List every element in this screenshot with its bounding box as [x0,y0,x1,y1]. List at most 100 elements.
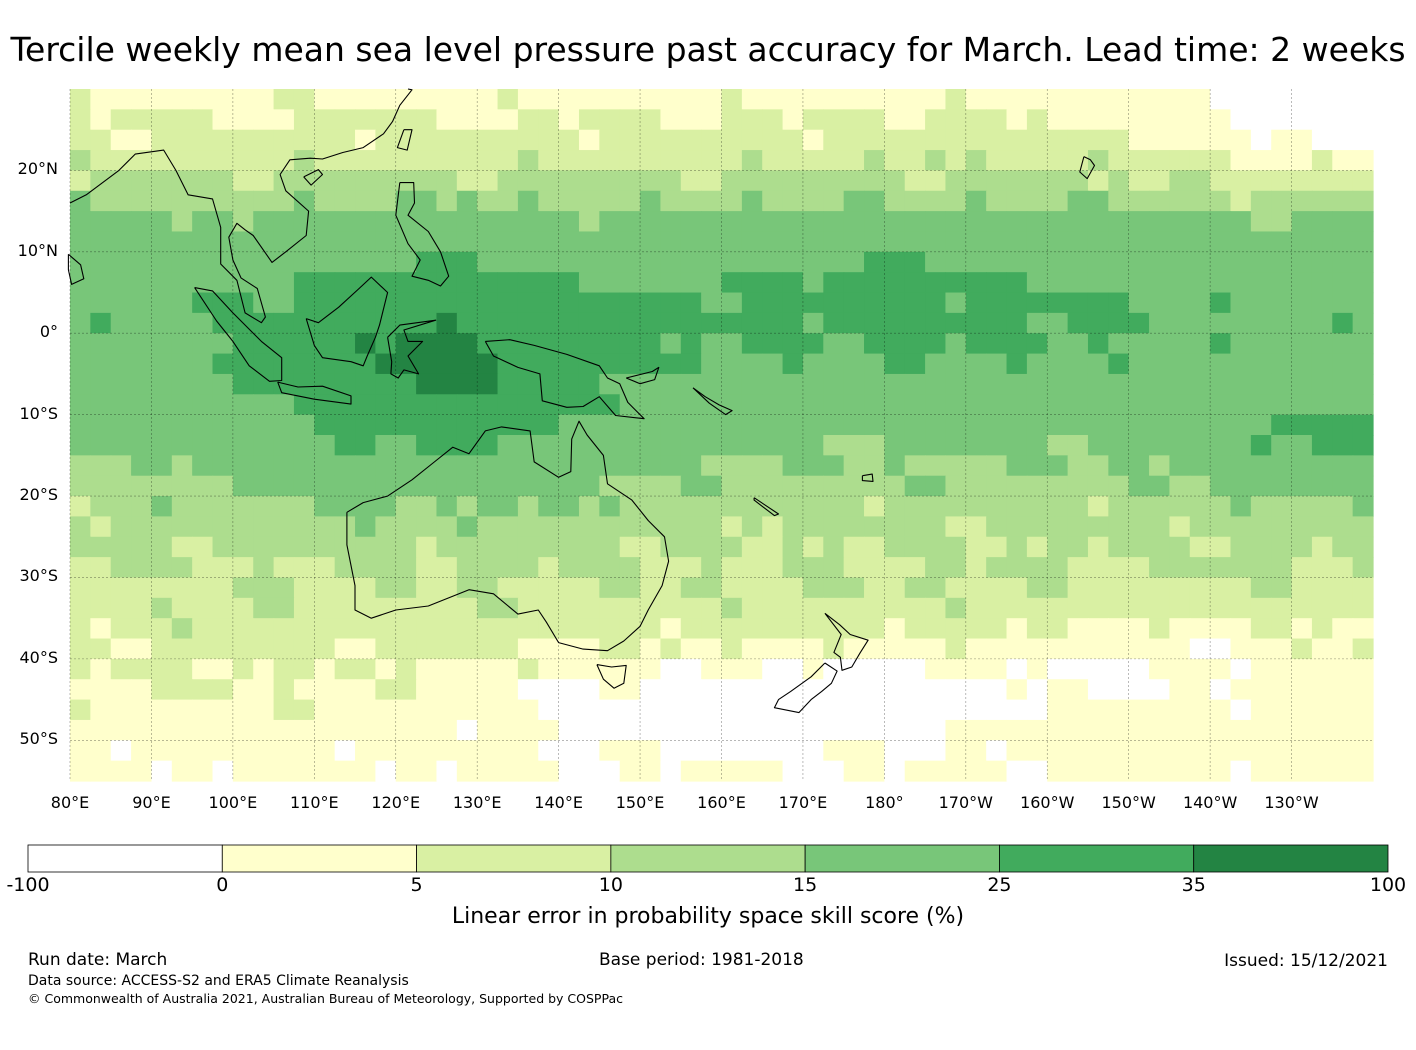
skill-cell [1189,150,1211,172]
skill-cell [355,231,376,253]
skill-cell [232,190,254,212]
skill-cell [1352,353,1374,375]
skill-cell [1271,292,1293,314]
latitude-label: 30°S [19,566,58,586]
skill-cell [1169,211,1191,233]
skill-cell [1352,475,1374,497]
skill-cell [1311,333,1333,355]
skill-cell [456,190,478,212]
skill-cell [1210,89,1232,110]
skill-cell [1311,251,1333,273]
skill-cell [1250,211,1272,233]
skill-cell [823,272,845,294]
skill-cell [741,719,763,741]
skill-cell [884,414,906,436]
skill-cell [1271,251,1293,273]
colorbar-tick-label: 35 [1181,874,1206,896]
skill-cell [619,312,641,334]
skill-cell [1026,251,1048,273]
skill-cell [1352,211,1374,233]
skill-cell [131,435,153,456]
skill-cell [599,658,621,680]
skill-cell [1311,312,1333,334]
skill-cell [1006,109,1028,131]
skill-cell [843,190,865,212]
skill-cell [925,211,947,233]
longitude-label: 140°W [1182,793,1238,812]
skill-cell [1271,496,1293,518]
skill-cell [1067,373,1089,395]
skill-cell [131,638,153,660]
skill-cell [599,170,621,192]
skill-cell [497,496,519,518]
skill-cell [212,740,234,762]
skill-cell [538,414,560,436]
skill-cell [1047,435,1069,456]
skill-cell [599,475,621,497]
skill-cell [762,272,784,294]
skill-cell [864,89,885,110]
skill-cell [1230,719,1252,741]
skill-cell [680,618,702,640]
skill-cell [355,414,376,436]
skill-cell [802,170,824,192]
skill-cell [680,312,702,334]
skill-cell [253,272,275,294]
skill-cell [1352,557,1374,579]
skill-cell [680,679,702,701]
skill-cell [721,414,743,436]
skill-cell [456,373,478,395]
skill-cell [253,658,275,680]
skill-cell [497,190,519,212]
skill-cell [986,150,1008,172]
skill-cell [965,577,987,599]
skill-cell [640,699,662,721]
skill-cell [1250,394,1272,416]
skill-cell [640,414,662,436]
skill-cell [1311,679,1333,701]
skill-cell [1087,170,1109,192]
skill-cell [497,129,519,151]
skill-cell [802,394,824,416]
skill-cell [538,231,560,253]
skill-cell [884,251,906,273]
skill-cell [660,89,682,110]
skill-cell [1067,536,1089,558]
skill-cell [1291,414,1313,436]
skill-cell [1087,496,1109,518]
skill-cell [355,760,376,782]
skill-cell [578,292,600,314]
skill-cell [1332,129,1354,151]
skill-cell [1189,89,1211,110]
skill-cell [925,353,947,375]
skill-cell [456,292,478,314]
skill-cell [192,496,214,518]
skill-cell [1026,455,1048,477]
colorbar-swatch [416,844,612,873]
skill-cell [1332,89,1354,110]
skill-cell [497,231,519,253]
skill-cell [192,129,214,151]
skill-cell [640,597,662,619]
skill-cell [1332,109,1354,131]
skill-cell [640,496,662,518]
skill-cell [293,557,315,579]
skill-cell [70,760,91,782]
skill-cell [1087,658,1109,680]
skill-cell [517,292,539,314]
skill-cell [1311,414,1333,436]
skill-cell [90,89,112,110]
hainan-coast [303,169,324,186]
skill-cell [436,312,458,334]
skill-cell [355,292,376,314]
skill-cell [823,740,845,762]
skill-cell [701,577,723,599]
skill-cell [558,435,580,456]
skill-cell [945,190,967,212]
skill-cell [802,333,824,355]
skill-cell [273,373,295,395]
skill-cell [110,211,132,233]
skill-cell [1210,211,1232,233]
skill-cell [904,211,926,233]
skill-cell [436,618,458,640]
